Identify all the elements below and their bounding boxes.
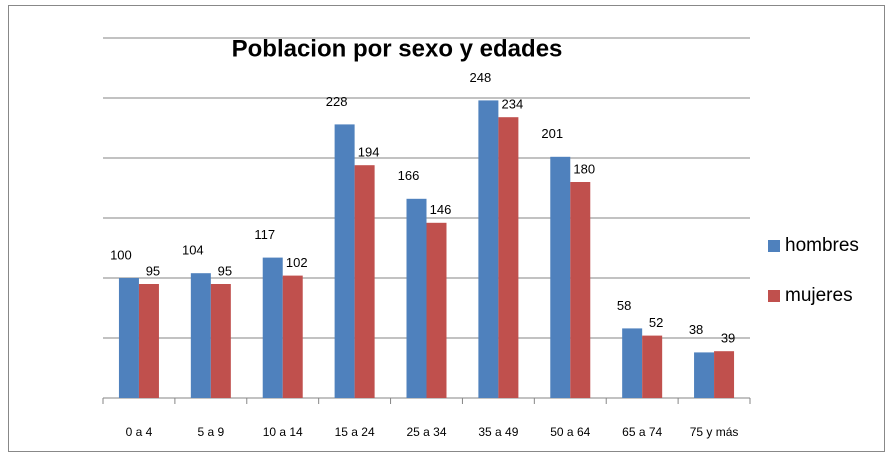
legend-label: hombres xyxy=(785,235,859,256)
data-label: 95 xyxy=(218,263,232,278)
bar xyxy=(550,156,571,398)
data-label: 38 xyxy=(689,322,703,337)
data-label: 234 xyxy=(502,97,524,112)
bar xyxy=(282,275,303,398)
x-tick-label: 25 a 34 xyxy=(406,425,446,439)
bar xyxy=(118,278,139,398)
bar xyxy=(570,182,591,398)
bar xyxy=(714,351,735,398)
bar xyxy=(498,117,519,398)
data-label: 102 xyxy=(286,255,308,270)
data-label: 117 xyxy=(254,227,275,242)
bar xyxy=(478,100,499,399)
data-label: 52 xyxy=(649,315,663,330)
data-label: 228 xyxy=(326,94,348,109)
bar xyxy=(210,284,231,398)
x-tick-label: 50 a 64 xyxy=(550,425,590,439)
data-label: 201 xyxy=(541,126,563,141)
bar xyxy=(622,328,643,398)
bar xyxy=(354,165,375,398)
bar xyxy=(694,352,715,398)
data-label: 100 xyxy=(110,247,132,262)
bar xyxy=(262,257,283,398)
legend-swatch xyxy=(768,290,780,302)
data-label: 194 xyxy=(358,145,380,160)
x-tick-label: 75 y más xyxy=(690,425,739,439)
x-tick-label: 10 a 14 xyxy=(263,425,303,439)
x-tick-label: 65 a 74 xyxy=(622,425,662,439)
x-tick-label: 5 a 9 xyxy=(197,425,224,439)
x-tick-label: 35 a 49 xyxy=(478,425,518,439)
bar xyxy=(138,284,159,398)
data-label: 180 xyxy=(573,161,595,176)
bar xyxy=(426,222,447,398)
bar xyxy=(406,198,427,398)
legend-swatch xyxy=(768,240,780,252)
data-label: 39 xyxy=(721,331,735,346)
data-label: 146 xyxy=(430,202,452,217)
data-label: 58 xyxy=(617,298,631,313)
bar xyxy=(190,273,211,398)
bar xyxy=(334,124,355,399)
bar xyxy=(642,335,663,398)
x-tick-label: 15 a 24 xyxy=(335,425,375,439)
data-label: 104 xyxy=(182,243,204,258)
x-tick-label: 0 a 4 xyxy=(126,425,153,439)
data-label: 166 xyxy=(398,168,420,183)
data-label: 248 xyxy=(470,70,492,85)
legend-label: mujeres xyxy=(785,285,853,306)
chart-title: Poblacion por sexo y edades xyxy=(232,35,563,62)
data-label: 95 xyxy=(146,263,160,278)
